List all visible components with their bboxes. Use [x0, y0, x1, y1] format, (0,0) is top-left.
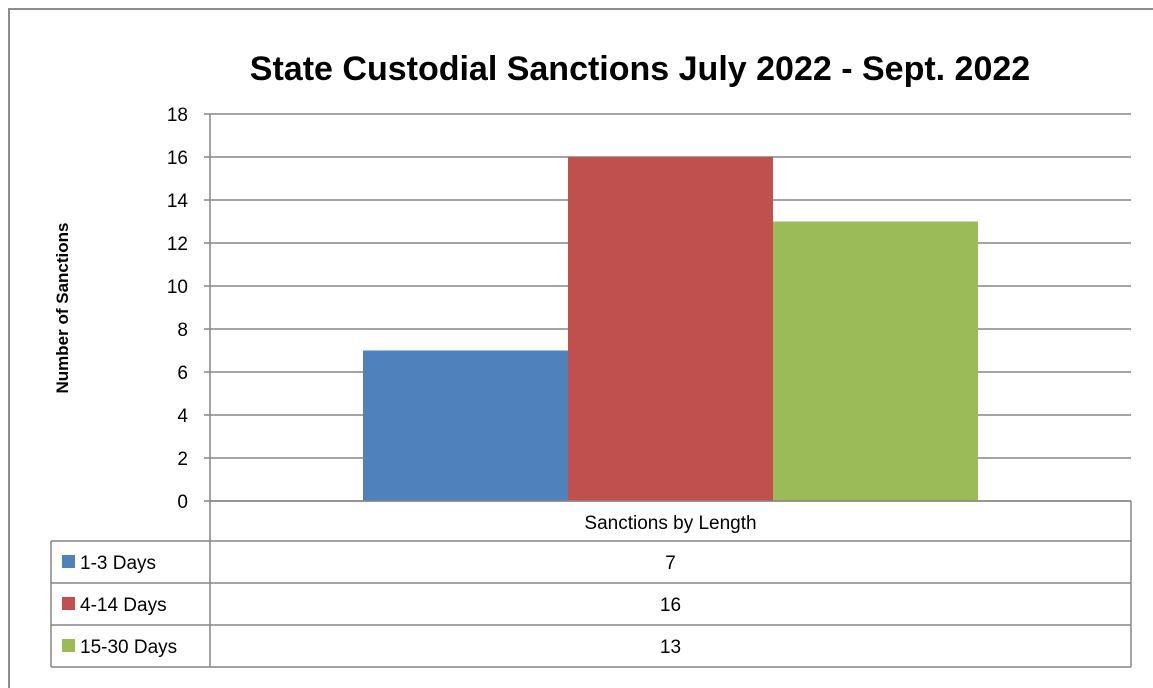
y-tick-label: 8 — [177, 320, 188, 341]
y-ticks: 0 2 4 6 8 10 12 14 16 18 — [167, 105, 189, 513]
legend-label: 1-3 Days — [80, 553, 156, 574]
y-axis-label: Number of Sanctions — [53, 223, 72, 394]
y-tick-label: 16 — [167, 148, 188, 169]
data-table: Sanctions by Length 1-3 Days 7 4-14 Days 16 1… — [50, 500, 1132, 668]
chart-title: State Custodial Sanctions July 2022 - Se… — [250, 50, 1030, 88]
y-tick-label: 0 — [177, 492, 188, 513]
legend-key — [62, 555, 75, 568]
y-tick-label: 10 — [167, 277, 188, 298]
y-tick-label: 2 — [177, 449, 188, 470]
legend-label: 4-14 Days — [80, 595, 167, 616]
bar-15-30-days — [773, 221, 978, 501]
bars — [363, 157, 978, 501]
chart: State Custodial Sanctions July 2022 - Se… — [50, 50, 1132, 668]
chart-frame — [8, 8, 1153, 688]
data-value: 16 — [660, 595, 681, 616]
data-value: 13 — [660, 637, 681, 658]
y-tick-label: 6 — [177, 363, 188, 384]
y-tick-label: 18 — [167, 105, 188, 126]
bar-4-14-days — [568, 157, 773, 501]
category-label: Sanctions by Length — [584, 513, 756, 534]
data-value: 7 — [665, 553, 676, 574]
y-tick-label: 4 — [177, 406, 188, 427]
y-tick-label: 14 — [167, 191, 189, 212]
bar-1-3-days — [363, 350, 568, 501]
legend-label: 15-30 Days — [80, 637, 177, 658]
y-tick-label: 12 — [167, 234, 188, 255]
legend-key — [62, 639, 75, 652]
legend-key — [62, 597, 75, 610]
